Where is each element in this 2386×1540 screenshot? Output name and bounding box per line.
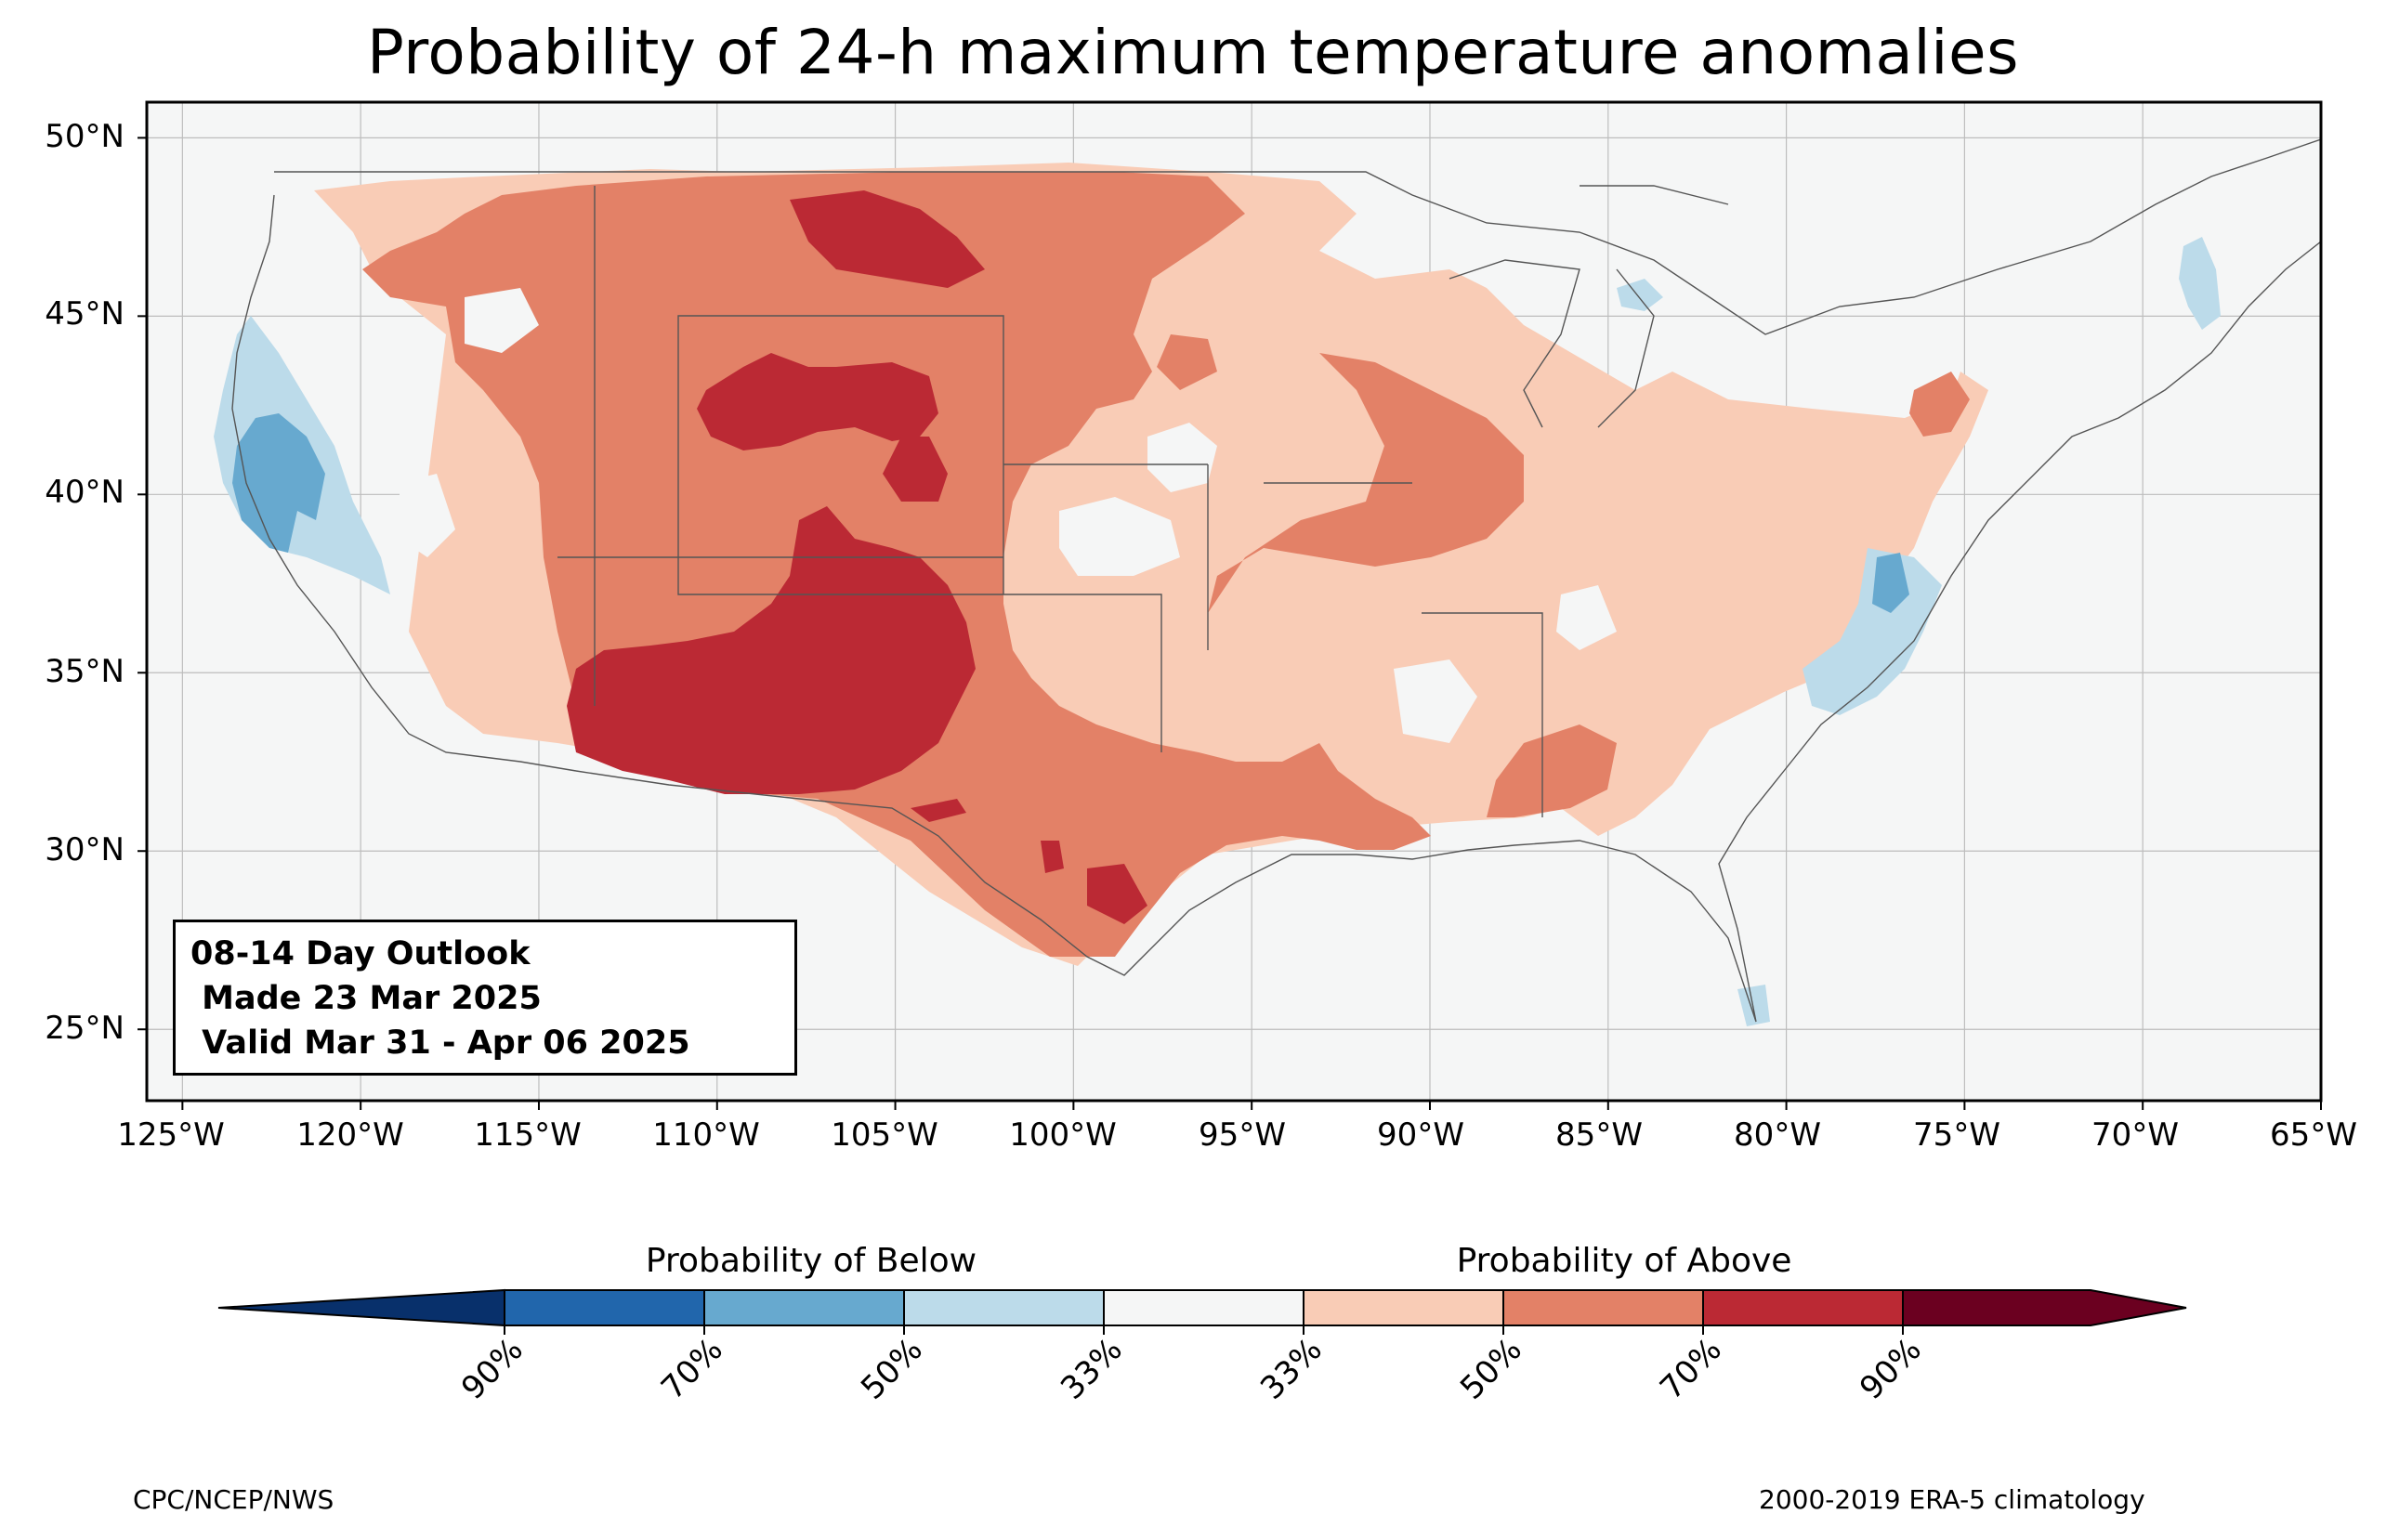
credit-source: CPC/NCEP/NWS (133, 1484, 334, 1515)
hole-wa (465, 288, 539, 353)
lat-tick-45: 45°N (45, 295, 125, 333)
credit-climatology: 2000-2019 ERA-5 climatology (1759, 1484, 2145, 1515)
map-borders (231, 138, 2321, 1023)
lat-tick-40: 40°N (45, 474, 125, 511)
hole-ks (1059, 497, 1180, 576)
colorbar-below-label: Probability of Below (645, 1242, 977, 1280)
lon-tick-90: 90°W (1377, 1116, 1464, 1154)
above-50-region-se (1487, 724, 1617, 817)
lon-tick-110: 110°W (652, 1116, 760, 1154)
above-70-region-tx (1087, 864, 1147, 924)
above-70-region-mt (790, 190, 985, 288)
colorbar-swatch-above-50 (1502, 1289, 1704, 1326)
colorbar-tick-marks (504, 1325, 1904, 1335)
outlook-period: 08-14 Day Outlook (190, 935, 531, 972)
colorbar-swatch-below-90 (504, 1289, 705, 1326)
map-frame (145, 100, 2323, 1103)
below-33-region-fl (1737, 985, 1770, 1026)
map-title: Probability of 24-h maximum temperature … (367, 17, 2019, 88)
colorbar-swatch-above-33 (1303, 1289, 1504, 1326)
lon-tick-70: 70°W (2091, 1116, 2179, 1154)
lon-tick-100: 100°W (1009, 1116, 1117, 1154)
colorbar-swatch-below-extend (217, 1288, 505, 1327)
colorbar-swatch-above-extend (1902, 1289, 2187, 1326)
above-70-region-tx2 (911, 799, 966, 822)
lon-tick-85: 85°W (1555, 1116, 1643, 1154)
above-70-region-sw (567, 506, 976, 794)
lat-tick-25: 25°N (45, 1010, 125, 1047)
outlook-valid-range: Valid Mar 31 - Apr 06 2025 (190, 1024, 690, 1062)
above-50-region-ne (1909, 372, 1970, 437)
lon-tick-95: 95°W (1199, 1116, 1286, 1154)
outlook-info-box: 08-14 Day Outlook Made 23 Mar 2025 Valid… (173, 920, 797, 1076)
colorbar-swatch-below-70 (703, 1289, 905, 1326)
lon-tick-65: 65°W (2270, 1116, 2357, 1154)
lat-tick-30: 30°N (45, 831, 125, 868)
above-70-region-tx3 (1041, 841, 1064, 873)
lat-tick-50: 50°N (45, 118, 125, 155)
hole-ms (1394, 659, 1477, 743)
colorbar-above-label: Probability of Above (1456, 1242, 1792, 1280)
colorbar-swatch-neutral (1103, 1289, 1304, 1326)
colorbar-swatch-below-50 (903, 1289, 1105, 1326)
lon-tick-80: 80°W (1734, 1116, 1821, 1154)
above-70-region-wy (697, 353, 938, 450)
below-33-region-mi (1617, 279, 1663, 311)
lon-tick-125: 125°W (117, 1116, 225, 1154)
lat-tick-35: 35°N (45, 653, 125, 690)
lon-tick-105: 105°W (831, 1116, 938, 1154)
lon-tick-75: 75°W (1913, 1116, 2000, 1154)
lon-tick-120: 120°W (296, 1116, 404, 1154)
outlook-made-date: Made 23 Mar 2025 (190, 980, 542, 1017)
below-50-region (232, 413, 325, 553)
colorbar (217, 1288, 2187, 1335)
hole-sd (1147, 423, 1217, 492)
colorbar-swatch-above-70 (1702, 1289, 1904, 1326)
hole-ca (400, 474, 455, 557)
lon-tick-115: 115°W (474, 1116, 582, 1154)
below-50-region-east (1872, 553, 1909, 613)
below-33-region-ne (2179, 237, 2221, 330)
hole-oh (1556, 585, 1617, 650)
above-50-region-midwest (1208, 353, 1524, 613)
above-50-region-ms (1157, 334, 1217, 390)
above-70-region-co (883, 437, 948, 502)
